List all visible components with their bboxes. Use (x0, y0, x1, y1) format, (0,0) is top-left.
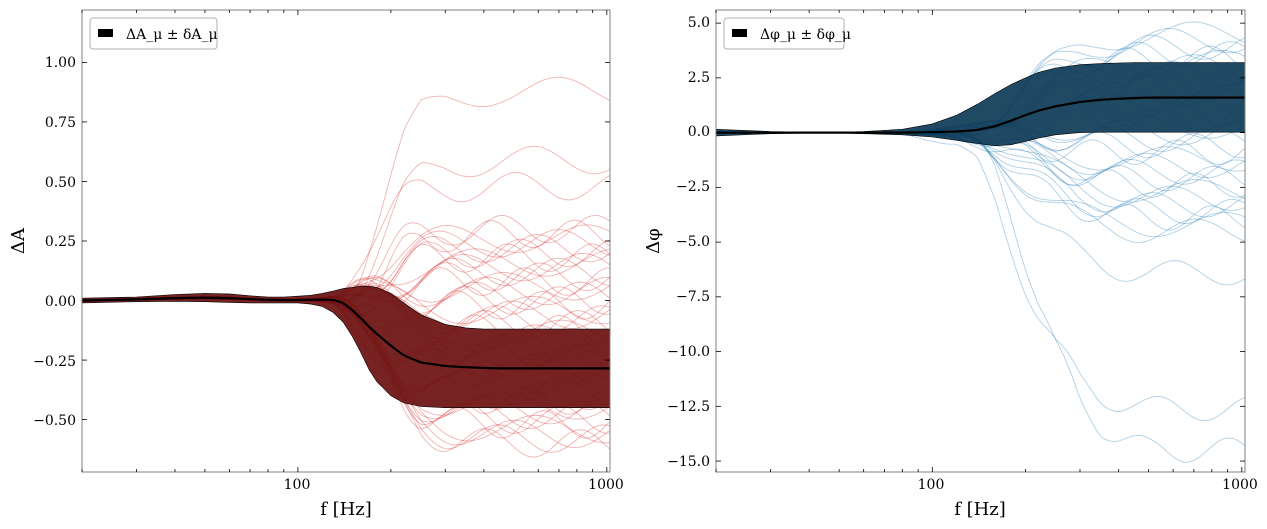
left-y-tick-label: 0.50 (45, 175, 76, 191)
right-draw-line (716, 131, 1245, 238)
right-y-tick-label: −10.0 (667, 344, 710, 360)
left-y-tick-label: 1.00 (45, 55, 76, 71)
left-x-axis-label: f [Hz] (320, 499, 372, 520)
left-legend-label: ΔA_μ ± δA_μ (126, 27, 218, 43)
left-y-tick-label: −0.50 (33, 413, 76, 429)
left-y-axis-label: ΔA (8, 227, 29, 254)
left-uncertainty-band (82, 285, 610, 408)
right-y-tick-label: −2.5 (676, 179, 710, 195)
right-uncertainty-band (716, 62, 1245, 147)
left-legend-box (89, 17, 218, 50)
left-y-tick-label: −0.25 (33, 354, 76, 370)
right-x-tick-label-1000: 1000 (1222, 477, 1258, 493)
right-legend-label: Δφ_μ ± δφ_μ (760, 27, 851, 43)
right-x-axis-label: f [Hz] (954, 499, 1006, 520)
right-chart: 100 1000 −15.0 −12.5 −10.0 −7.5 −5.0 −2.… (643, 9, 1258, 520)
right-y-tick-label: 2.5 (688, 70, 710, 86)
right-draw-line (716, 131, 1245, 463)
right-x-tick-label-100: 100 (918, 477, 945, 493)
right-legend-box (723, 17, 845, 50)
right-axis-ticks (715, 10, 1245, 472)
left-x-tick-label-1000: 1000 (588, 477, 624, 493)
right-mean-curve (716, 96, 1245, 134)
right-y-tick-label: 0.0 (688, 124, 710, 140)
right-y-tick-label: 5.0 (688, 15, 710, 31)
left-y-tick-label: 0.25 (45, 234, 76, 250)
right-plot-frame (715, 9, 1246, 473)
right-y-tick-label: −12.5 (667, 399, 710, 415)
left-chart: 100 1000 −0.50 −0.25 0.00 0.25 0.50 0.75… (8, 9, 624, 520)
right-y-tick-label: −7.5 (676, 289, 710, 305)
left-legend-swatch (98, 29, 113, 37)
right-draw-line (716, 131, 1245, 286)
right-y-tick-label: −15.0 (667, 454, 710, 470)
left-draw-line (82, 76, 610, 306)
left-y-tick-label: 0.75 (45, 115, 76, 131)
left-y-tick-label: 0.00 (45, 294, 76, 310)
right-draw-line (716, 131, 1245, 422)
right-y-axis-label: Δφ (643, 228, 664, 254)
left-axis-ticks (81, 10, 610, 472)
right-y-tick-label: −5.0 (676, 234, 710, 250)
left-legend: ΔA_μ ± δA_μ (89, 17, 218, 50)
right-legend: Δφ_μ ± δφ_μ (723, 17, 851, 50)
right-legend-swatch (732, 29, 747, 37)
left-mean-curve (82, 296, 610, 370)
left-x-tick-label-100: 100 (284, 477, 311, 493)
